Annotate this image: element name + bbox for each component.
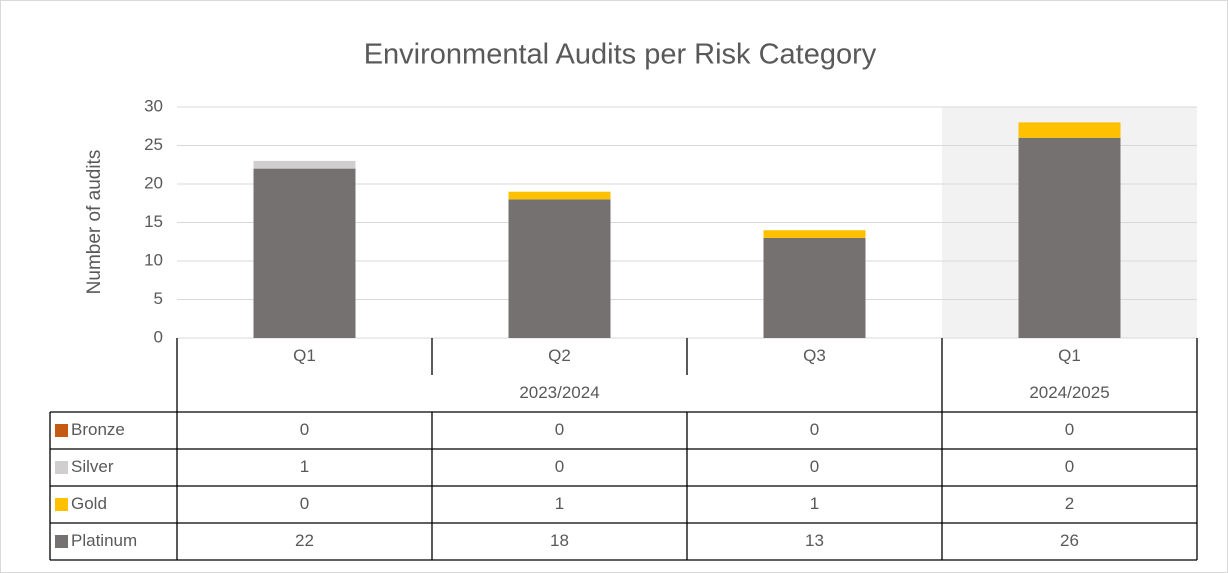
y-tick-label: 15 <box>144 212 163 231</box>
x-tick-label: Q2 <box>548 346 571 365</box>
table-value: 2 <box>1065 494 1074 513</box>
bar-segment <box>253 168 356 338</box>
y-tick-label: 25 <box>144 135 163 154</box>
chart-title: Environmental Audits per Risk Category <box>364 39 877 71</box>
bar-segment <box>763 237 866 338</box>
y-tick-label: 10 <box>144 250 163 269</box>
group-label: 2023/2024 <box>519 383 599 402</box>
legend-swatch <box>55 535 68 548</box>
x-tick-label: Q3 <box>803 346 826 365</box>
table-value: 26 <box>1060 531 1079 550</box>
table-value: 22 <box>295 531 314 550</box>
y-tick-label: 30 <box>144 96 163 115</box>
legend-label: Bronze <box>71 420 125 439</box>
bar-segment <box>253 160 356 169</box>
table-value: 1 <box>300 457 309 476</box>
group-label: 2024/2025 <box>1029 383 1109 402</box>
table-value: 0 <box>810 457 819 476</box>
legend-label: Platinum <box>71 531 137 550</box>
x-tick-label: Q1 <box>293 346 316 365</box>
y-tick-label: 0 <box>154 327 163 346</box>
table-value: 18 <box>550 531 569 550</box>
table-value: 0 <box>1065 420 1074 439</box>
y-tick-label: 20 <box>144 173 163 192</box>
legend-label: Gold <box>71 494 107 513</box>
legend-swatch <box>55 498 68 511</box>
table-value: 1 <box>555 494 564 513</box>
bar-segment <box>508 191 611 200</box>
table-value: 0 <box>300 420 309 439</box>
table-value: 0 <box>555 420 564 439</box>
table-value: 0 <box>1065 457 1074 476</box>
bar-segment <box>1018 122 1121 138</box>
table-value: 0 <box>810 420 819 439</box>
table-value: 13 <box>805 531 824 550</box>
legend-swatch <box>55 461 68 474</box>
bar-segment <box>763 230 866 238</box>
bar-segment <box>508 199 611 338</box>
table-value: 0 <box>300 494 309 513</box>
table-value: 1 <box>810 494 819 513</box>
y-tick-label: 5 <box>154 289 163 308</box>
x-tick-label: Q1 <box>1058 346 1081 365</box>
table-value: 0 <box>555 457 564 476</box>
legend-label: Silver <box>71 457 114 476</box>
y-axis-label: Number of audits <box>84 150 105 295</box>
legend-swatch <box>55 424 68 437</box>
bar-segment <box>1018 137 1121 338</box>
